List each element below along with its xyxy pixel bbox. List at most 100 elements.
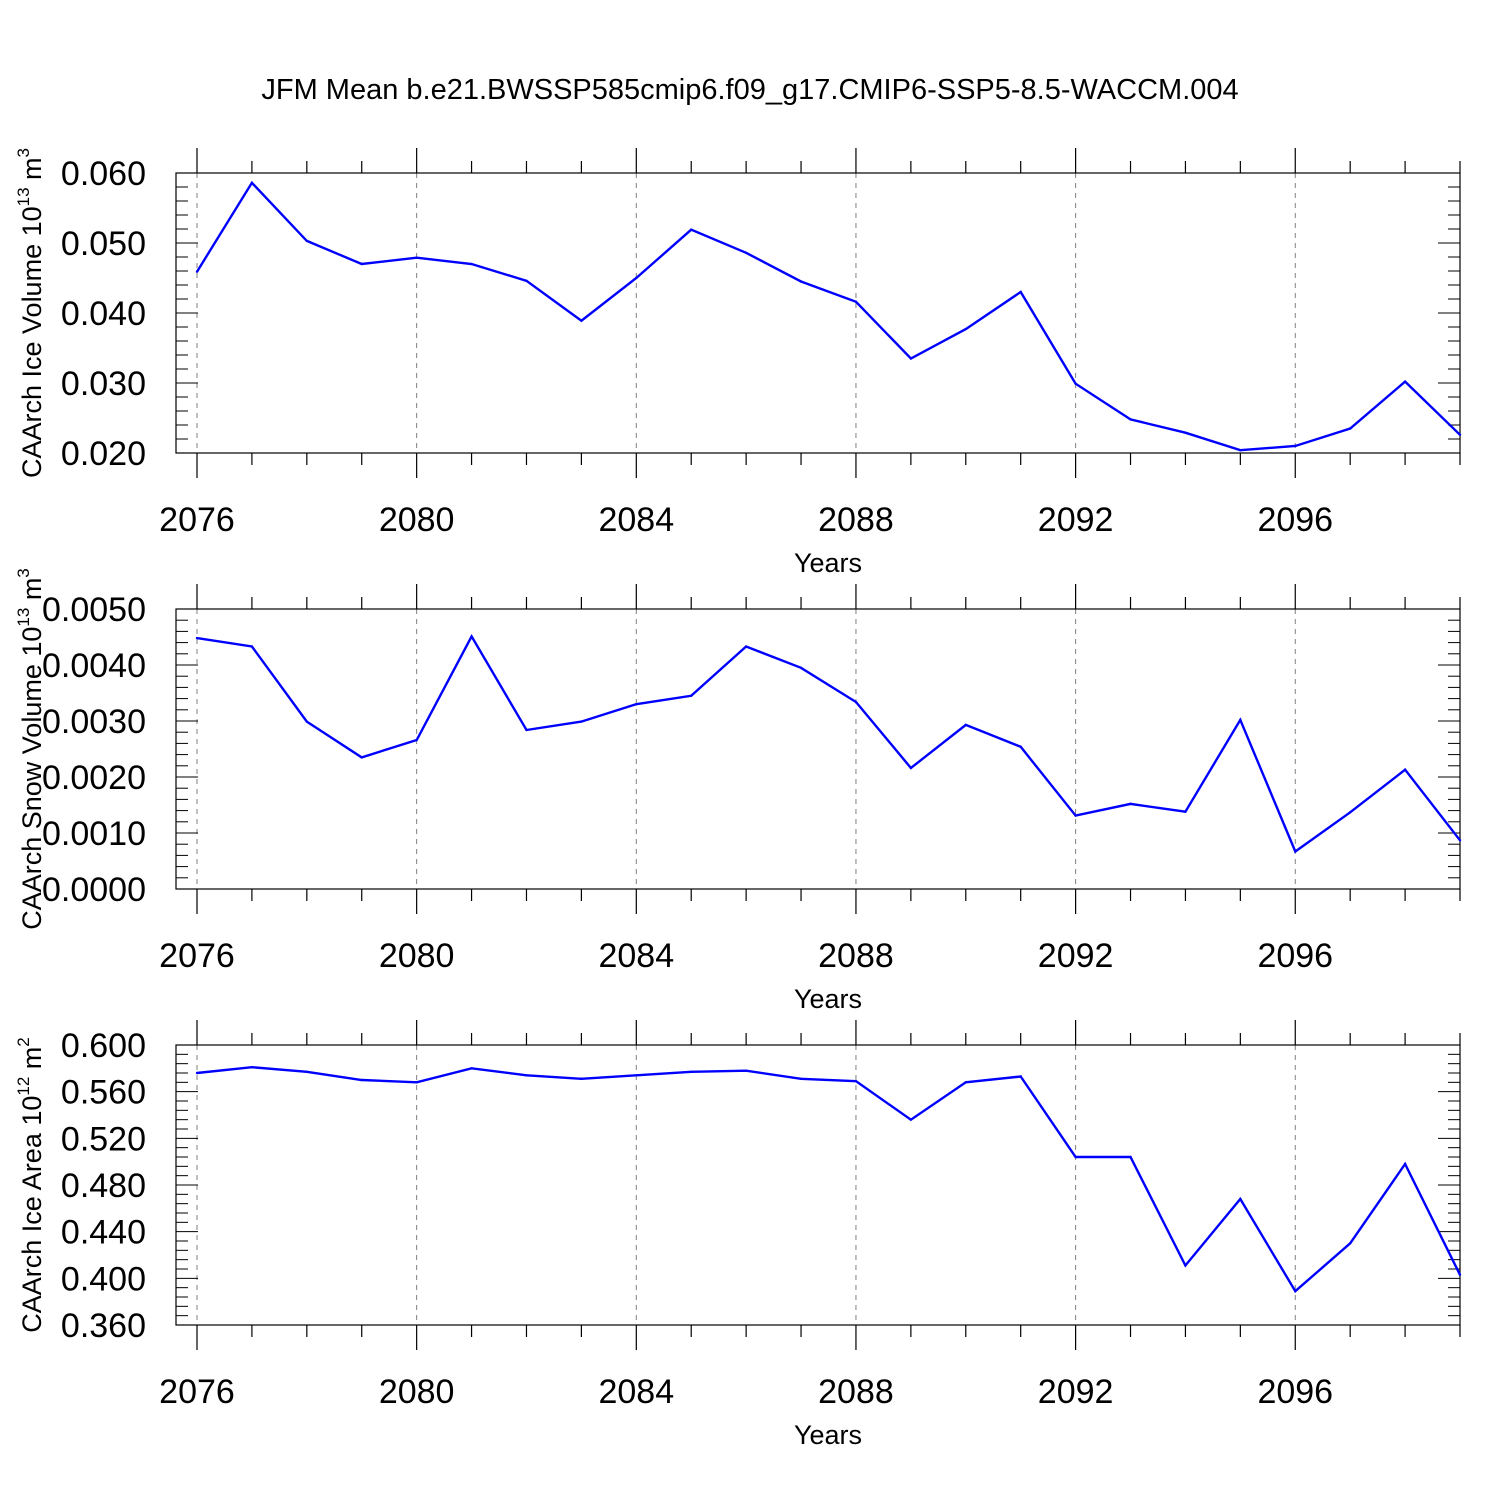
y-tick-label: 0.030 [61,365,146,403]
data-point [250,645,254,648]
data-point [580,1077,583,1081]
data-point [1348,811,1352,814]
data-point [470,1067,473,1070]
x-tick-label: 2076 [159,501,235,539]
data-point [1239,718,1242,722]
y-axis-label-exponent: 13 [14,187,33,206]
y-tick-label: 0.440 [61,1214,146,1252]
x-tick-label: 2088 [818,937,894,975]
data-point [744,1069,748,1072]
x-tick-label: 2084 [598,501,674,539]
data-point [305,720,309,723]
x-tick-label: 2092 [1038,501,1114,539]
data-point [250,1065,254,1069]
x-tick-label: 2076 [159,1373,235,1411]
data-point [1184,1264,1187,1267]
data-point [1294,850,1297,853]
panels: 2076 2080 2084 2088 2092 2096 Years 0.020 0.030 0… [14,148,1462,1450]
data-point [415,1081,418,1084]
x-tick-label: 2096 [1257,501,1333,539]
data-point [635,276,638,280]
panel-1: 2076 2080 2084 2088 2092 2096 Years 0.020 0.030 0… [14,148,1462,578]
data-point [690,694,693,697]
data-point [525,1074,528,1077]
panel-2: 2076 2080 2084 2088 2092 2096 Years 0.0000 0.001… [14,568,1462,1014]
x-tick-label: 2080 [379,501,455,539]
series-line [196,633,1461,854]
data-point [635,703,638,706]
y-tick-label: 0.040 [61,295,146,333]
data-point [1129,802,1132,806]
x-tick-label: 2096 [1257,1373,1333,1411]
data-point [1019,745,1022,748]
data-point [360,262,363,266]
data-point [854,300,858,303]
y-axis-label-unit-exponent: 3 [14,568,33,577]
y-tick-label: 0.360 [61,1307,146,1345]
data-point [1129,418,1132,421]
data-point [909,1118,913,1121]
data-point [250,181,254,184]
y-axis-label-text: CAArch Ice Volume 10 [17,206,47,478]
y-axis-label-unit-exponent: 3 [14,148,33,157]
data-point [305,1070,309,1074]
data-point [854,1079,858,1083]
data-point [1348,1242,1352,1245]
data-point [1403,380,1407,383]
x-tick-label: 2088 [818,501,894,539]
y-tick-label: 0.600 [61,1027,146,1065]
y-tick-label: 0.0050 [42,591,146,629]
y-axis-label: CAArch Ice Area 1012 m2 [14,1037,47,1333]
data-point [964,723,967,727]
data-point [1019,1075,1022,1078]
data-point [1403,1162,1407,1166]
plot-frame [175,172,1461,454]
data-point [1239,1197,1242,1201]
plot-frame [175,608,1461,890]
y-axis-label-text: CAArch Snow Volume 10 [17,627,47,930]
y-axis-label-exponent: 12 [14,1077,33,1096]
y-axis-label-unit: m [17,578,47,608]
data-point [1403,768,1407,771]
data-point [195,270,199,273]
data-point [1294,444,1297,448]
data-point [580,319,583,322]
series-line [195,180,1461,452]
y-tick-label: 0.0040 [42,647,146,685]
data-point [415,738,418,742]
data-point [360,1078,363,1082]
data-point [854,700,858,704]
data-point [525,279,528,282]
data-point [1294,1289,1297,1293]
x-tick-label: 2076 [159,937,235,975]
data-point [799,280,803,283]
x-tick-label: 2080 [379,937,455,975]
data-point [1184,431,1187,434]
y-axis-label: CAArch Snow Volume 1013 m3 [14,568,47,930]
x-tick-label: 2088 [818,1373,894,1411]
data-point [635,1074,638,1077]
x-axis-label: Years [794,548,862,578]
figure-title: JFM Mean b.e21.BWSSP585cmip6.f09_g17.CMI… [261,74,1238,106]
y-axis-label-unit: m [17,1047,47,1077]
data-point [1239,449,1242,452]
data-point [415,256,418,259]
data-point [690,1070,693,1074]
x-tick-label: 2084 [598,937,674,975]
data-point [1458,1273,1462,1277]
series-line [196,1065,1462,1294]
data-point [1458,839,1462,842]
y-tick-label: 0.0020 [42,759,146,797]
data-point [1458,433,1462,436]
y-tick-label: 0.050 [61,225,146,263]
data-point [1129,1155,1132,1159]
data-point [964,1081,967,1084]
y-tick-label: 0.520 [61,1120,146,1158]
y-axis-label-unit: m [17,157,47,187]
x-tick-label: 2092 [1038,937,1114,975]
y-axis-label-text: CAArch Ice Area 10 [17,1096,47,1333]
data-point [1184,810,1187,813]
data-point [799,666,803,669]
y-tick-label: 0.0010 [42,815,146,853]
data-point [195,1071,199,1075]
